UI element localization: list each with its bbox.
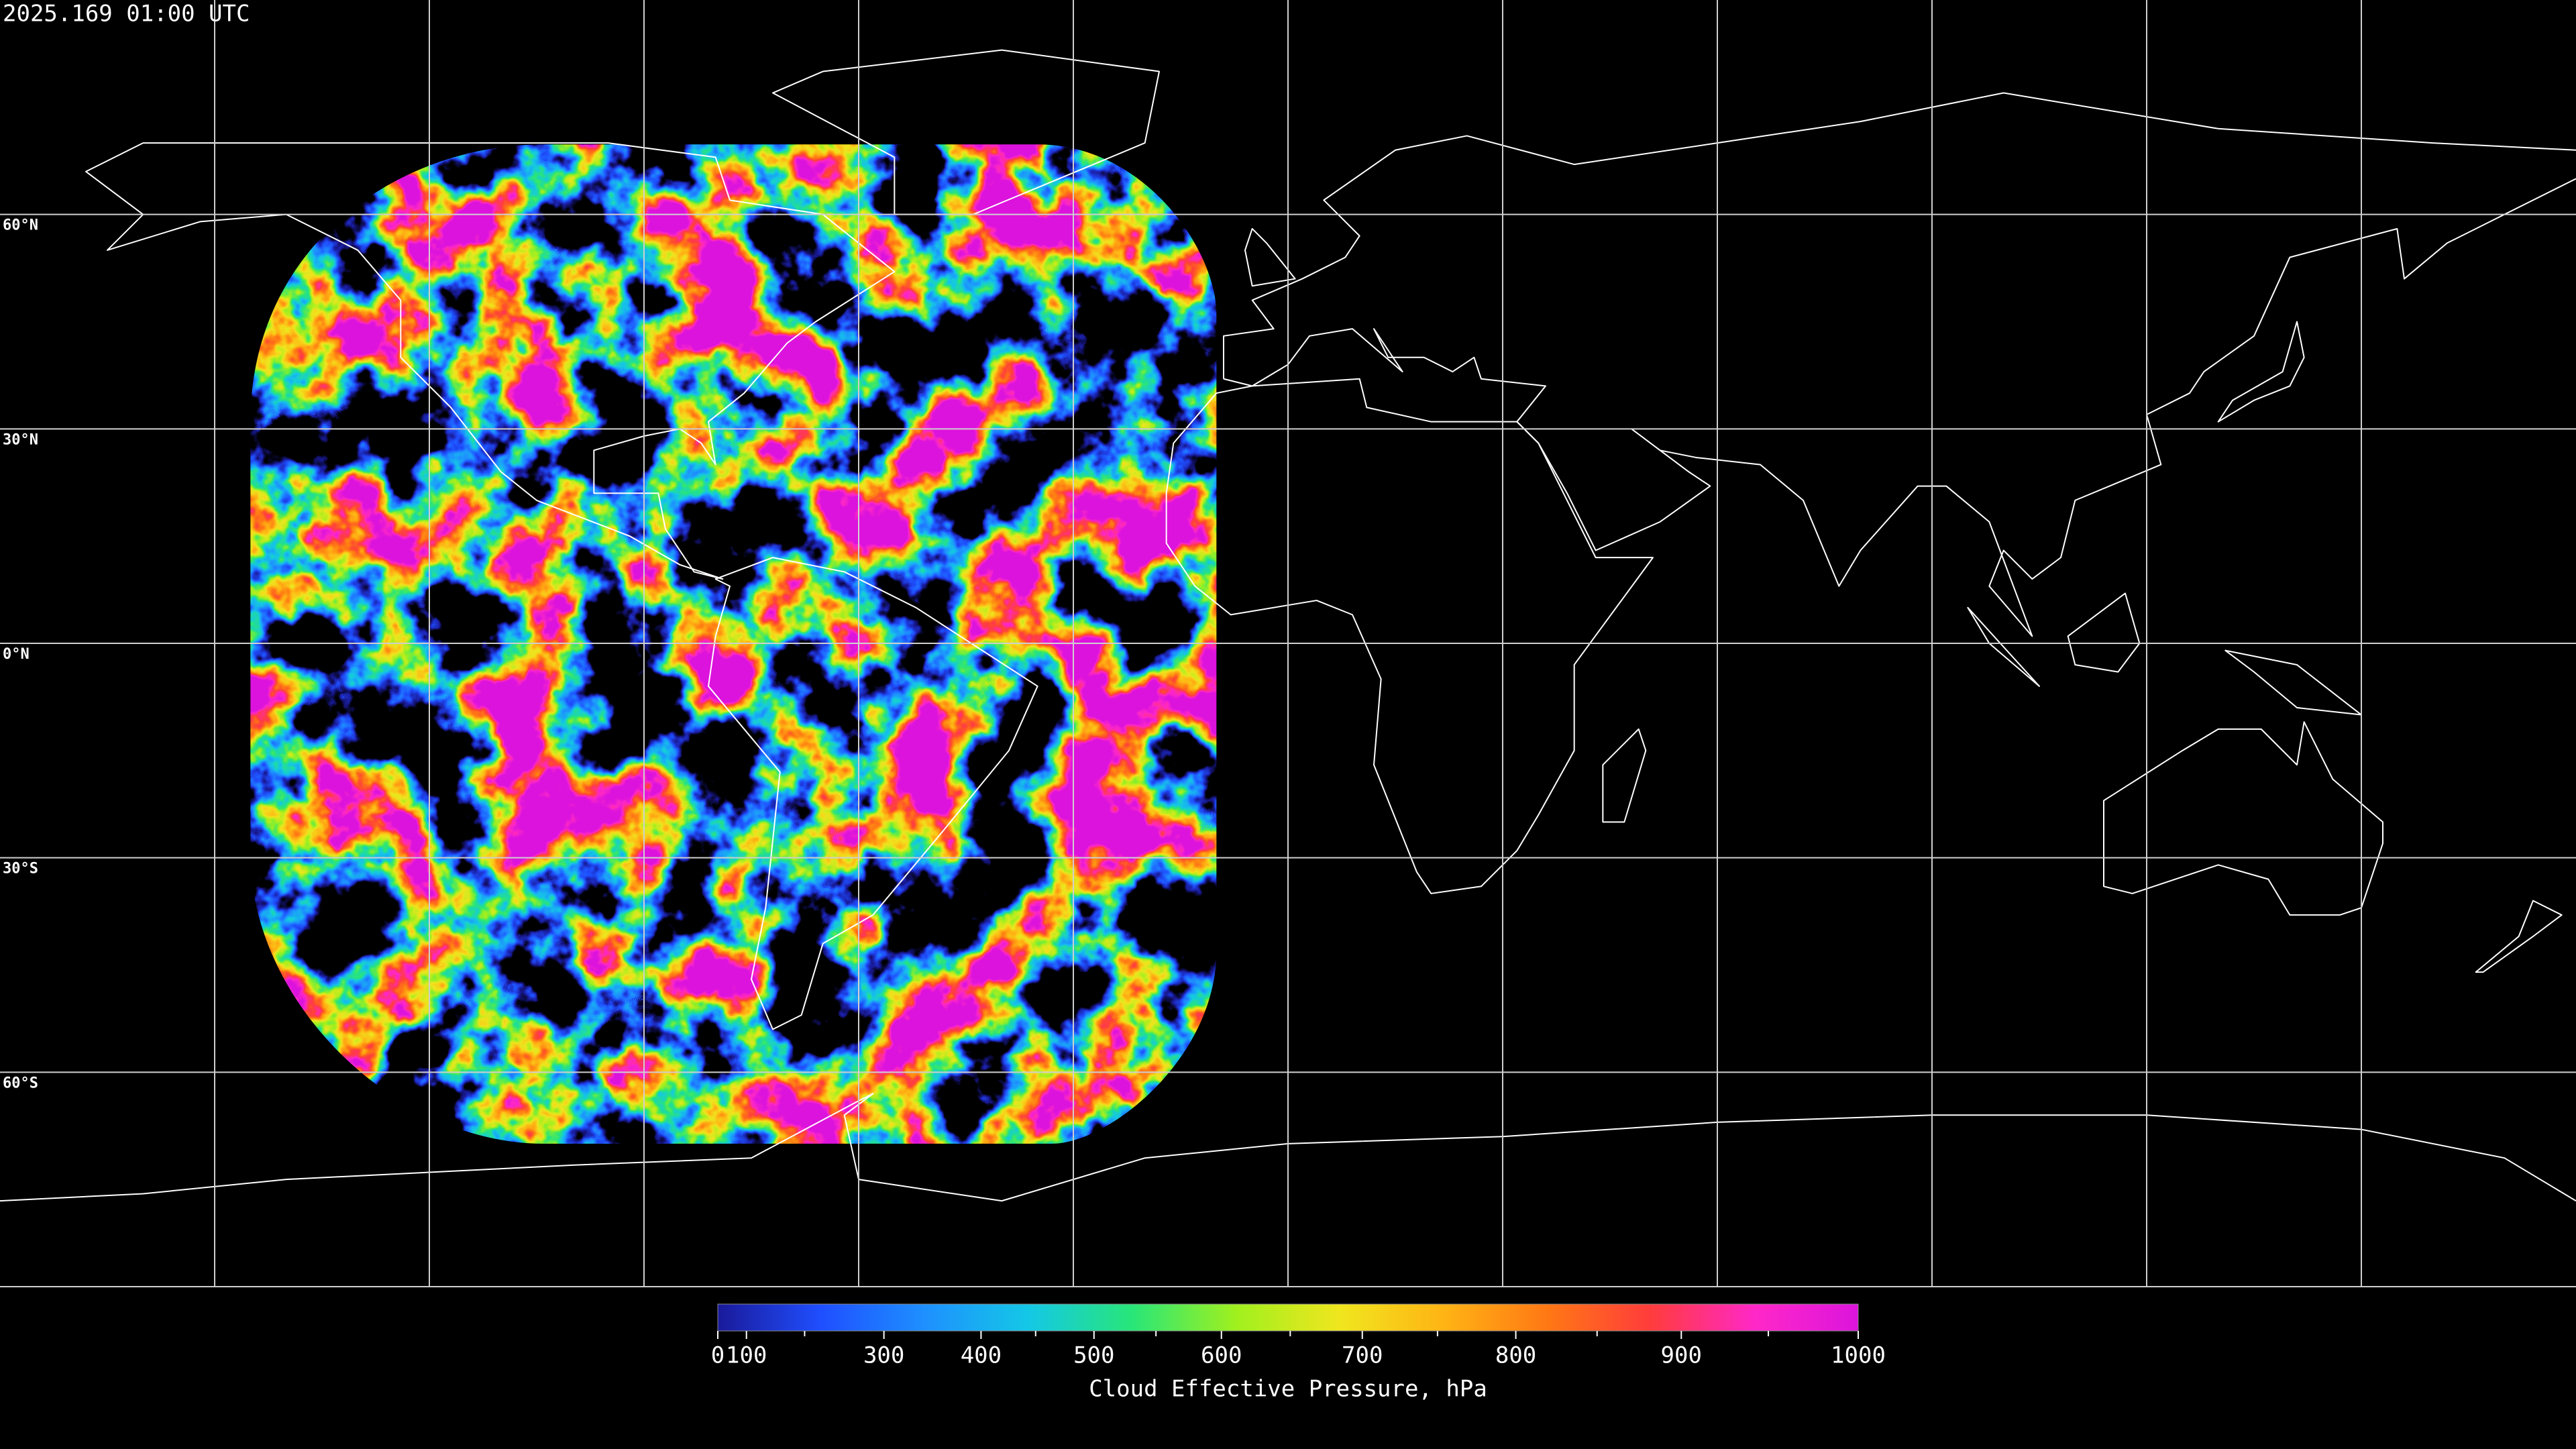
satellite-disk	[250, 144, 1217, 1144]
colorbar-label: Cloud Effective Pressure, hPa	[1089, 1376, 1487, 1403]
latitude-label: 30°S	[3, 861, 38, 877]
latitude-label: 60°S	[3, 1075, 38, 1091]
colorbar-tick-label: 800	[1495, 1342, 1536, 1369]
coastline	[2068, 593, 2140, 672]
colorbar	[717, 1303, 1859, 1332]
coastline	[2225, 651, 2361, 715]
colorbar-tick-label: 300	[863, 1342, 904, 1369]
colorbar-tick-label: 0	[711, 1342, 724, 1369]
latitude-label: 60°N	[3, 217, 38, 234]
latitude-label: 30°N	[3, 431, 38, 448]
coastline	[2218, 321, 2304, 421]
coastline	[2104, 722, 2383, 915]
coastline	[86, 143, 894, 579]
coastline	[1167, 379, 1653, 894]
coastline	[708, 557, 1038, 1029]
coastline	[0, 1093, 2576, 1201]
coastline	[1224, 178, 2576, 636]
latitude-label: 0°N	[3, 646, 30, 663]
colorbar-tick-label: 400	[961, 1342, 1002, 1369]
coastline	[1968, 608, 2039, 686]
colorbar-tick-label: 500	[1073, 1342, 1114, 1369]
coastline	[1224, 93, 2576, 379]
coastlines	[0, 50, 2576, 1201]
timestamp: 2025.169 01:00 UTC	[3, 1, 250, 28]
colorbar-tick-label: 700	[1342, 1342, 1383, 1369]
coastline	[773, 50, 1159, 215]
colorbar-tick-label: 900	[1661, 1342, 1702, 1369]
colorbar-tick-label: 100	[726, 1342, 767, 1369]
colorbar-tick-label: 600	[1201, 1342, 1242, 1369]
coastline	[2476, 901, 2562, 973]
colorbar-tick-label: 1000	[1831, 1342, 1886, 1369]
graticule	[0, 0, 2576, 1287]
coastline	[1603, 729, 1646, 822]
